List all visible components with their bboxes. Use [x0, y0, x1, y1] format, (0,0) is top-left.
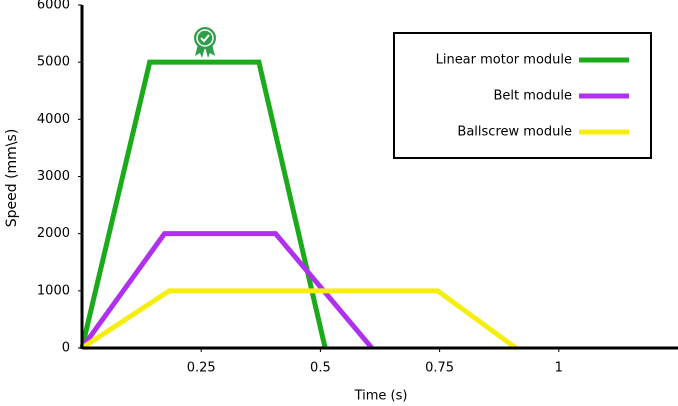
legend-label: Linear motor module — [436, 53, 572, 68]
x-tick-label: 1 — [555, 361, 563, 376]
series-line — [79, 59, 328, 349]
legend: Linear motor module Belt module Ballscrew … — [393, 32, 652, 159]
legend-label: Ballscrew module — [457, 125, 572, 140]
x-tick-label: 0.5 — [310, 361, 331, 376]
x-axis-label: Time (s) — [354, 389, 408, 404]
y-tick-label: 0 — [62, 341, 70, 356]
x-tick-label: 0.25 — [187, 361, 216, 376]
legend-label: Belt module — [494, 89, 572, 104]
series-line — [80, 288, 518, 351]
badge-icon — [194, 27, 216, 58]
y-tick-label: 1000 — [37, 283, 70, 298]
y-tick-label: 3000 — [37, 169, 70, 184]
y-tick-label: 6000 — [37, 0, 70, 13]
y-tick-label: 5000 — [37, 55, 70, 70]
y-axis-label: Speed (mm\s) — [4, 129, 20, 228]
y-tick-label: 4000 — [37, 112, 70, 127]
y-tick-label: 2000 — [37, 226, 70, 241]
x-tick-label: 0.75 — [425, 361, 454, 376]
